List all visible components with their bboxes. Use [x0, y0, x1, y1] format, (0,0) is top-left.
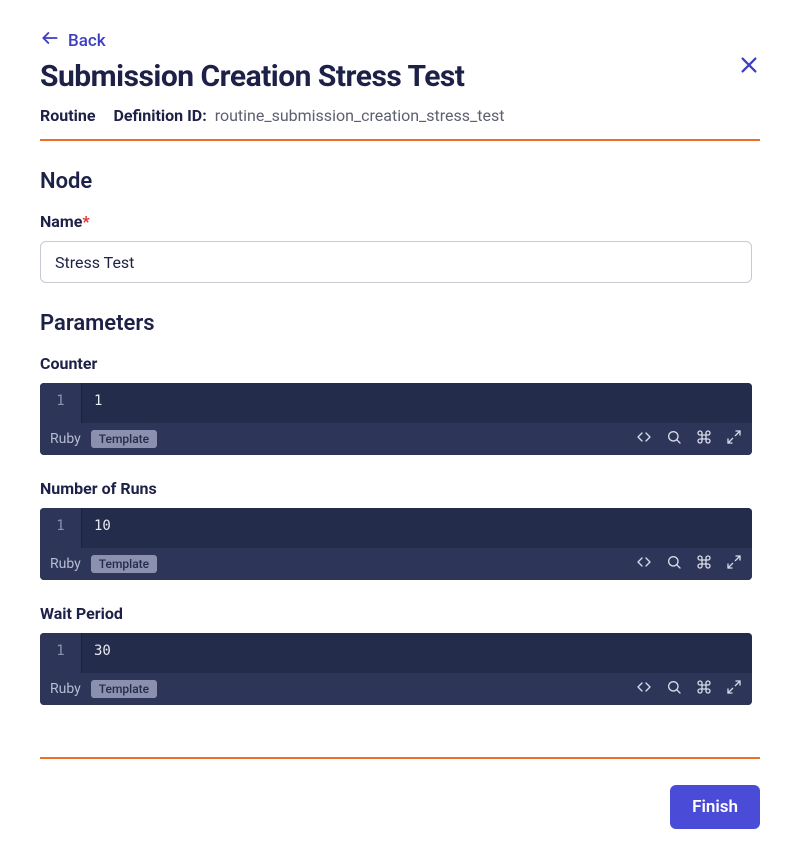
- line-number: 1: [40, 508, 82, 548]
- footer-region: Finish: [0, 757, 800, 857]
- language-label: Ruby: [50, 681, 81, 697]
- code-editor: 1 30 Ruby Template: [40, 633, 752, 705]
- code-value[interactable]: 10: [82, 508, 752, 548]
- parameters-heading: Parameters: [40, 311, 752, 336]
- template-badge[interactable]: Template: [91, 680, 157, 698]
- line-number: 1: [40, 633, 82, 673]
- finish-button[interactable]: Finish: [670, 785, 760, 829]
- parameter-block: Wait Period 1 30 Ruby Template: [40, 604, 752, 705]
- parameter-block: Number of Runs 1 10 Ruby Template: [40, 479, 752, 580]
- code-editor: 1 10 Ruby Template: [40, 508, 752, 580]
- code-value[interactable]: 1: [82, 383, 752, 423]
- close-icon: [738, 61, 760, 80]
- name-label: Name*: [40, 212, 752, 231]
- back-link[interactable]: Back: [40, 28, 106, 53]
- expand-icon[interactable]: [726, 554, 742, 574]
- name-label-text: Name: [40, 212, 82, 231]
- code-body[interactable]: 1 10: [40, 508, 752, 548]
- close-button[interactable]: [738, 54, 760, 80]
- code-editor: 1 1 Ruby Template: [40, 383, 752, 455]
- template-badge[interactable]: Template: [91, 430, 157, 448]
- search-icon[interactable]: [666, 679, 682, 699]
- search-icon[interactable]: [666, 429, 682, 449]
- page-title: Submission Creation Stress Test: [40, 59, 760, 94]
- definition-id-value: routine_submission_creation_stress_test: [215, 106, 505, 125]
- editor-toolbar: [636, 679, 742, 699]
- command-icon[interactable]: [696, 429, 712, 449]
- name-input[interactable]: [40, 241, 752, 283]
- code-footer: Ruby Template: [40, 423, 752, 455]
- header-region: Back Submission Creation Stress Test Rou…: [0, 0, 800, 139]
- expand-icon[interactable]: [726, 429, 742, 449]
- parameter-label: Number of Runs: [40, 479, 752, 498]
- language-label: Ruby: [50, 556, 81, 572]
- search-icon[interactable]: [666, 554, 682, 574]
- arrow-left-icon: [40, 28, 60, 53]
- code-body[interactable]: 1 1: [40, 383, 752, 423]
- required-star: *: [82, 212, 89, 231]
- modal-dialog: Back Submission Creation Stress Test Rou…: [0, 0, 800, 857]
- parameter-block: Counter 1 1 Ruby Template: [40, 354, 752, 455]
- code-body[interactable]: 1 30: [40, 633, 752, 673]
- code-footer: Ruby Template: [40, 673, 752, 705]
- language-label: Ruby: [50, 431, 81, 447]
- parameter-label: Wait Period: [40, 604, 752, 623]
- template-badge[interactable]: Template: [91, 555, 157, 573]
- type-label: Routine: [40, 106, 96, 125]
- definition-id-label: Definition ID:: [114, 106, 207, 125]
- parameter-label: Counter: [40, 354, 752, 373]
- code-icon[interactable]: [636, 554, 652, 574]
- line-number: 1: [40, 383, 82, 423]
- editor-toolbar: [636, 429, 742, 449]
- code-value[interactable]: 30: [82, 633, 752, 673]
- expand-icon[interactable]: [726, 679, 742, 699]
- code-icon[interactable]: [636, 679, 652, 699]
- definition-id: Definition ID: routine_submission_creati…: [114, 106, 505, 125]
- footer-divider: [40, 757, 760, 759]
- content-scroll[interactable]: Node Name* Parameters Counter 1 1 Ruby T…: [0, 141, 792, 757]
- node-heading: Node: [40, 169, 752, 194]
- command-icon[interactable]: [696, 554, 712, 574]
- command-icon[interactable]: [696, 679, 712, 699]
- back-label: Back: [68, 31, 106, 51]
- code-footer: Ruby Template: [40, 548, 752, 580]
- footer-actions: Finish: [40, 785, 760, 829]
- editor-toolbar: [636, 554, 742, 574]
- meta-row: Routine Definition ID: routine_submissio…: [40, 106, 760, 139]
- code-icon[interactable]: [636, 429, 652, 449]
